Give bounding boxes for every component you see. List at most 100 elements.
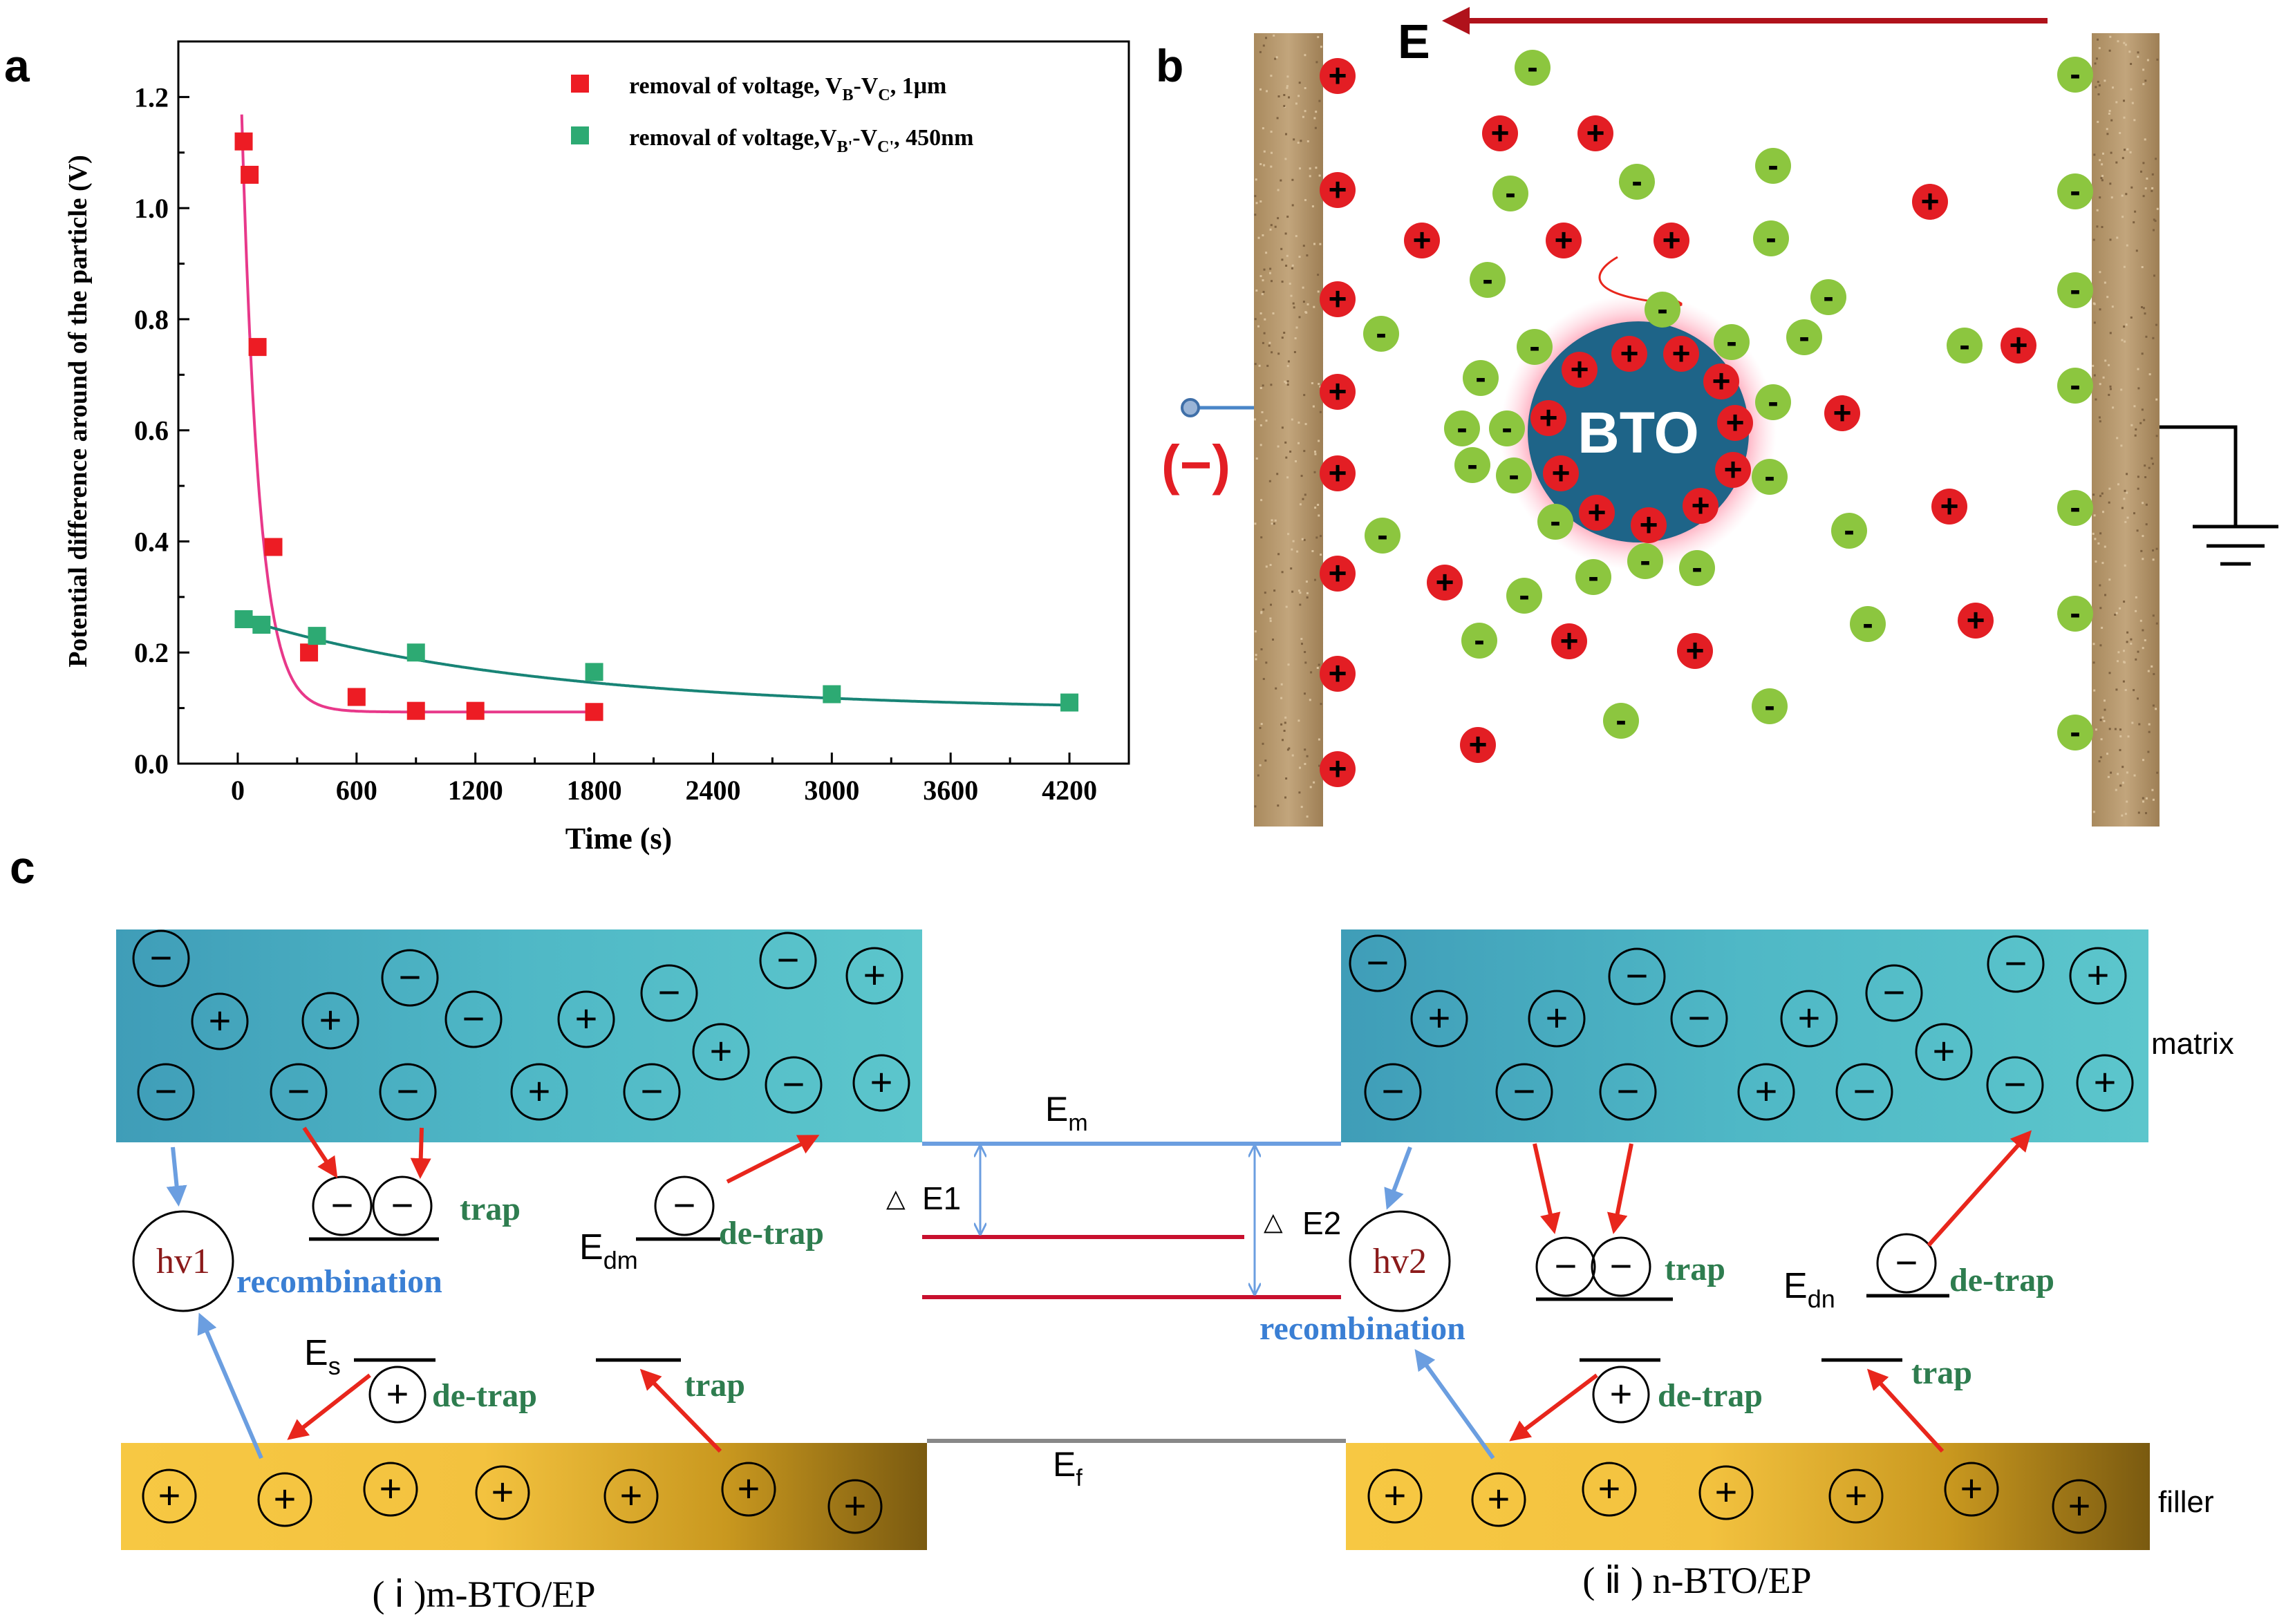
texture-speck (1303, 450, 1306, 453)
texture-speck (1310, 671, 1313, 674)
texture-speck (2098, 84, 2101, 87)
texture-speck (1309, 699, 1311, 701)
negative-charge (1753, 220, 1789, 256)
texture-speck (2144, 187, 2147, 190)
negative-charge (1575, 559, 1611, 595)
texture-speck (1259, 387, 1262, 389)
plus-sign: + (1413, 222, 1432, 258)
texture-speck (1284, 232, 1287, 235)
texture-speck (1315, 61, 1318, 64)
data-point-series-2 (406, 643, 425, 662)
texture-speck (1297, 142, 1300, 144)
texture-speck (1314, 507, 1317, 509)
x-tick-label: 3000 (804, 775, 859, 806)
detrap-arrow-bottom-right (1509, 1373, 1598, 1442)
minus-sign: - (1799, 319, 1809, 355)
texture-speck (1289, 283, 1291, 285)
minus-sign: - (1505, 175, 1515, 211)
texture-speck (2117, 660, 2119, 663)
texture-speck (1286, 476, 1289, 479)
texture-speck (1277, 352, 1280, 355)
texture-speck (2147, 750, 2150, 753)
band-charges: −+ +−− +−+− +− − − + − − +−+ +−− +−+− +− − − + − − ++ + + + + +… (132, 929, 2134, 1534)
charges: +++++++++ ++ + +++++++ ++++ + +++++++ ++- ------… (1320, 49, 2093, 787)
texture-speck (2152, 704, 2155, 707)
negative-charge (1603, 703, 1639, 739)
positive-charge (1715, 452, 1751, 488)
left-electrode (1254, 33, 1323, 827)
texture-speck (1285, 605, 1288, 608)
plus-sign: + (1329, 750, 1347, 786)
texture-speck (1311, 550, 1314, 552)
texture-speck (2152, 798, 2155, 801)
texture-speck (1304, 54, 1306, 57)
texture-speck (1273, 589, 1276, 592)
texture-speck (1309, 167, 1311, 170)
detrapping-electron (654, 1175, 715, 1236)
recomb-arrow-bottom (197, 1312, 263, 1460)
texture-speck (1299, 167, 1301, 170)
x-tick-label: 600 (336, 775, 377, 806)
texture-speck (2101, 716, 2104, 719)
plus-sign: + (1586, 115, 1605, 151)
trap-label-bottom: trap (684, 1367, 745, 1404)
texture-speck (1298, 422, 1300, 424)
positive-carrier (845, 947, 903, 1005)
texture-speck (1262, 127, 1264, 130)
texture-speck (2119, 607, 2121, 610)
negative-carrier-sign: − (150, 936, 173, 979)
positive-carrier-sign: + (863, 953, 886, 997)
texture-speck (1271, 280, 1273, 283)
delta-symbol-2: △ (1264, 1207, 1283, 1236)
negative-carrier-sign: − (1617, 1069, 1640, 1113)
texture-speck (2110, 151, 2113, 154)
texture-speck (2099, 383, 2101, 386)
texture-speck (1319, 386, 1322, 388)
texture-speck (2101, 562, 2104, 565)
texture-speck (1257, 325, 1259, 328)
legend-marker-1 (571, 75, 589, 93)
positive-carrier-sign: + (209, 999, 232, 1042)
texture-speck (2095, 728, 2097, 731)
y-tick-label: 0.6 (134, 415, 169, 446)
texture-speck (1260, 648, 1263, 651)
positive-carrier (510, 1063, 568, 1121)
texture-speck (1280, 247, 1283, 250)
recomb-arrow-top-right (1384, 1146, 1412, 1210)
texture-speck (1283, 332, 1286, 334)
panel-b-label: b (1156, 40, 1183, 91)
em-label: Em (1045, 1090, 1088, 1136)
texture-speck (1302, 245, 1305, 247)
texture-speck (1313, 117, 1316, 120)
texture-speck (2123, 498, 2126, 500)
texture-speck (2126, 516, 2129, 519)
positive-carrier (2076, 1054, 2134, 1112)
texture-speck (2102, 152, 2104, 155)
plus-sign: + (1329, 373, 1347, 409)
texture-speck (2093, 321, 2096, 324)
texture-speck (1304, 651, 1306, 653)
positive-charge (1482, 115, 1518, 151)
data-point-series-2 (585, 663, 603, 681)
texture-speck (2109, 35, 2112, 38)
texture-speck (2124, 149, 2126, 151)
y-tick-label: 0.2 (134, 637, 169, 668)
texture-speck (2135, 249, 2138, 252)
texture-speck (2136, 529, 2139, 532)
texture-speck (2101, 175, 2104, 178)
negative-carrier-sign: − (1382, 1069, 1405, 1113)
texture-speck (1284, 796, 1286, 799)
minus-sign: - (1764, 458, 1774, 494)
texture-speck (1263, 164, 1266, 167)
field-label: E (1398, 15, 1430, 68)
filler-positive-carrier (1471, 1472, 1526, 1527)
texture-speck (1285, 456, 1288, 459)
texture-speck (2144, 79, 2147, 82)
negative-charge (1517, 329, 1553, 365)
texture-speck (2092, 493, 2095, 496)
ground-symbol (2160, 425, 2278, 566)
texture-speck (1257, 774, 1259, 777)
x-tick-label: 2400 (685, 775, 740, 806)
texture-speck (2112, 86, 2114, 89)
plus-sign: + (1620, 335, 1639, 371)
